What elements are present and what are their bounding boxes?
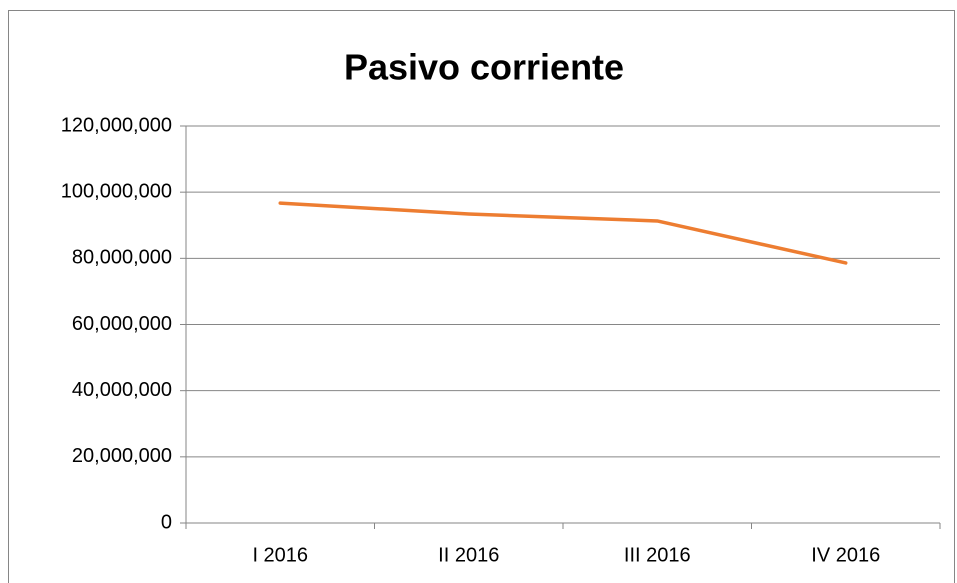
y-tick-label: 0	[161, 511, 172, 533]
y-tick-label: 120,000,000	[61, 114, 172, 136]
y-tick-label: 60,000,000	[72, 313, 172, 335]
y-tick-label: 80,000,000	[72, 247, 172, 269]
x-tick-label: IV 2016	[811, 544, 880, 566]
x-tick-label: II 2016	[438, 544, 499, 566]
chart-title: Pasivo corriente	[344, 47, 624, 88]
line-series	[278, 201, 848, 265]
y-tick-label: 100,000,000	[61, 180, 172, 202]
y-tick-label: 40,000,000	[72, 379, 172, 401]
y-tick-label: 20,000,000	[72, 445, 172, 467]
x-tick-label: I 2016	[252, 544, 308, 566]
chart-border	[8, 10, 955, 583]
x-tick-label: III 2016	[624, 544, 691, 566]
